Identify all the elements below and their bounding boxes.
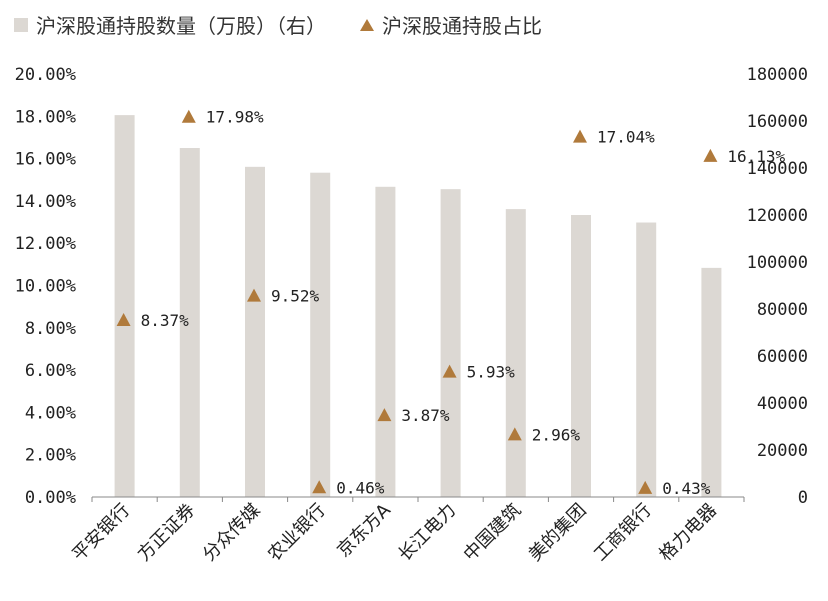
percent-data-label: 3.87%: [401, 406, 450, 425]
percent-marker: [181, 109, 196, 123]
category-label: 中国建筑: [460, 500, 526, 566]
bar: [375, 186, 396, 498]
bar: [636, 222, 657, 497]
y-left-tick-label: 4.00%: [25, 403, 76, 423]
percent-marker: [703, 148, 718, 162]
category-label: 农业银行: [264, 500, 330, 566]
bar: [245, 166, 265, 497]
percent-marker: [638, 480, 653, 494]
percent-marker: [442, 364, 457, 378]
bar: [114, 115, 135, 497]
y-left-tick-label: 6.00%: [25, 361, 76, 381]
percent-marker: [312, 480, 327, 494]
bar: [440, 189, 461, 497]
percent-marker: [507, 427, 522, 441]
y-left-tick-label: 8.00%: [25, 319, 76, 339]
y-right-tick-label: 180000: [747, 65, 808, 85]
y-right-tick-label: 140000: [747, 159, 808, 179]
category-label: 分众传媒: [199, 500, 265, 566]
percent-marker: [116, 312, 131, 326]
percent-marker: [573, 129, 587, 143]
category-label: 京东方A: [333, 499, 395, 561]
chart-legend: 沪深股通持股数量（万股）（右） 沪深股通持股占比: [14, 10, 576, 39]
y-right-tick-label: 80000: [757, 300, 808, 320]
legend-bar-label: 沪深股通持股数量（万股）（右）: [36, 14, 326, 38]
y-left-tick-label: 2.00%: [25, 446, 76, 466]
percent-data-label: 8.37%: [141, 311, 190, 330]
legend-triangle-icon: [360, 18, 374, 31]
percent-data-label: 17.98%: [206, 108, 264, 127]
category-label: 工商银行: [590, 500, 656, 566]
y-right-tick-label: 160000: [747, 112, 808, 132]
legend-item-marker: 沪深股通持股占比: [360, 10, 542, 39]
category-label: 方正证券: [134, 500, 200, 566]
legend-bar-swatch: [14, 17, 28, 32]
bar: [571, 215, 591, 497]
y-left-tick-label: 0.00%: [25, 488, 76, 508]
y-right-tick-label: 0: [798, 488, 808, 508]
percent-marker: [247, 288, 261, 302]
y-left-tick-label: 16.00%: [15, 150, 76, 170]
y-left-tick-label: 20.00%: [15, 65, 76, 85]
percent-data-label: 16.13%: [727, 147, 785, 166]
legend-item-bar: 沪深股通持股数量（万股）（右）: [14, 10, 326, 39]
y-right-tick-label: 60000: [757, 347, 808, 367]
y-right-tick-label: 100000: [747, 253, 808, 273]
category-label: 长江电力: [394, 500, 460, 566]
y-right-tick-label: 40000: [757, 394, 808, 414]
percent-data-label: 0.46%: [336, 478, 385, 497]
percent-data-label: 2.96%: [532, 425, 581, 444]
percent-data-label: 9.52%: [271, 287, 320, 306]
category-label: 平安银行: [68, 500, 134, 566]
y-right-tick-label: 120000: [747, 206, 808, 226]
percent-data-label: 17.04%: [597, 128, 655, 147]
bar: [701, 267, 722, 497]
y-left-tick-label: 14.00%: [15, 192, 76, 212]
y-left-tick-label: 10.00%: [15, 277, 76, 297]
category-label: 格力电器: [655, 500, 721, 566]
legend-marker-label: 沪深股通持股占比: [382, 14, 542, 38]
y-left-tick-label: 18.00%: [15, 107, 76, 127]
y-left-tick-label: 12.00%: [15, 234, 76, 254]
category-label: 美的集团: [525, 500, 591, 566]
percent-marker: [377, 408, 392, 422]
bar: [310, 172, 331, 497]
bar: [505, 209, 526, 497]
percent-data-label: 0.43%: [662, 479, 711, 498]
percent-data-label: 5.93%: [467, 363, 516, 382]
y-right-tick-label: 20000: [757, 441, 808, 461]
bar: [179, 148, 200, 497]
